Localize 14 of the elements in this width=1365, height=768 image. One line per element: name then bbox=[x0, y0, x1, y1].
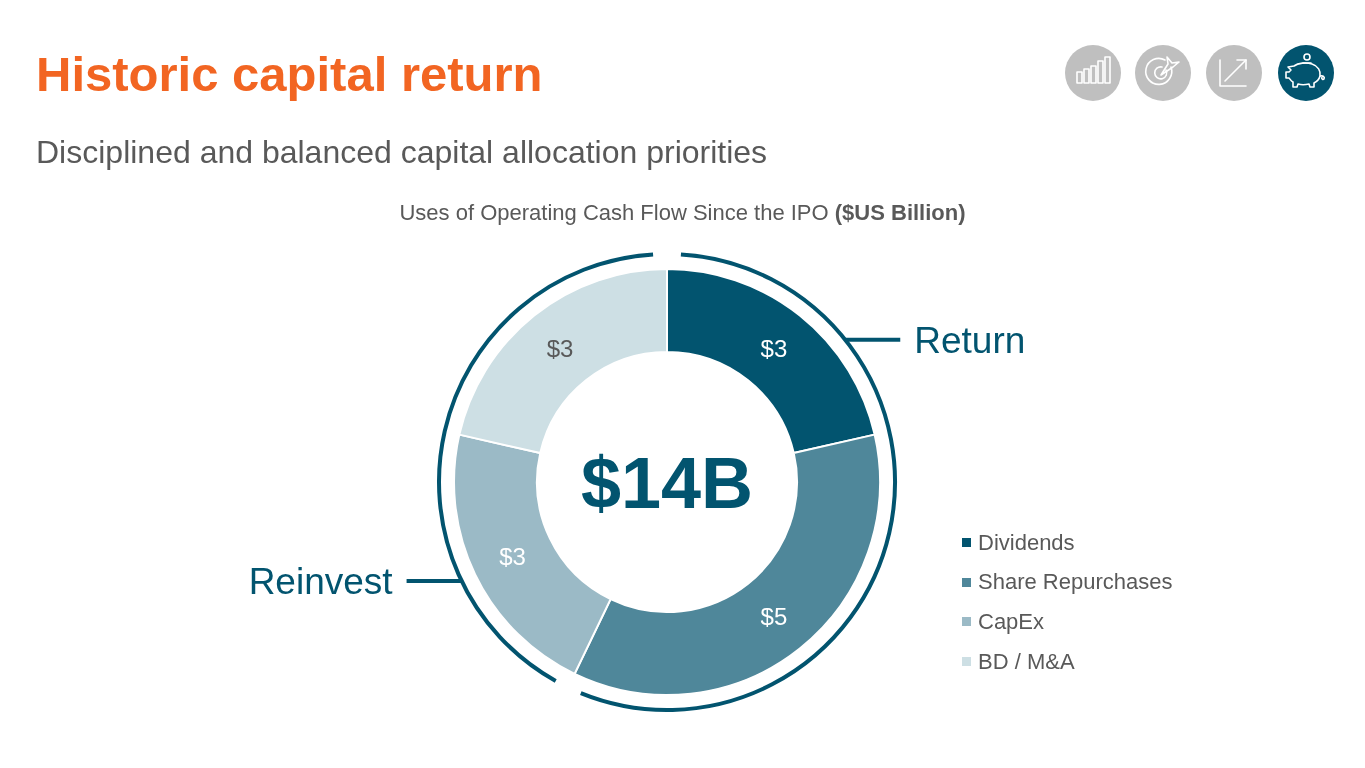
legend-label: CapEx bbox=[978, 608, 1045, 635]
legend-label: BD / M&A bbox=[978, 648, 1075, 675]
text: Uses of Operating Cash Flow Since the IPO ($US Billion) bbox=[399, 200, 966, 225]
legend-label: Dividends bbox=[978, 529, 1075, 556]
data-label: $5 bbox=[760, 602, 788, 630]
chart-subtitle: Disciplined and balanced capital allocation priorities bbox=[36, 134, 768, 170]
text: Return bbox=[914, 319, 1026, 361]
data-label: $3 bbox=[760, 334, 788, 362]
text: Reinvest bbox=[248, 560, 394, 602]
chart-title: Historic capital return bbox=[36, 47, 543, 101]
legend-label: Share Repurchases bbox=[978, 569, 1173, 596]
text: $14B bbox=[580, 443, 754, 523]
data-label: $3 bbox=[546, 334, 574, 362]
data-label: $3 bbox=[499, 542, 526, 570]
